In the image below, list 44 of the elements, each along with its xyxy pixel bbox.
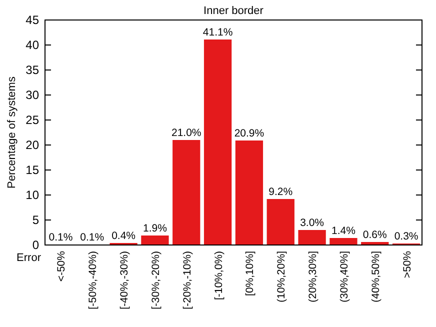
y-tick-label: 15 <box>26 163 40 178</box>
bar <box>172 140 200 245</box>
x-tick-label: (40%,50%] <box>370 250 382 302</box>
bar <box>330 238 358 245</box>
data-label: 21.0% <box>171 127 202 139</box>
data-label: 0.1% <box>48 232 73 244</box>
y-tick-label: 20 <box>26 138 40 152</box>
x-tick-label: >50% <box>401 251 414 278</box>
data-label: 1.4% <box>331 225 356 237</box>
x-tick-label: (10%,20%] <box>276 250 288 302</box>
data-label: 0.4% <box>112 230 136 242</box>
y-tick-label: 45 <box>26 13 40 28</box>
y-tick-label: 10 <box>26 188 40 202</box>
data-label: 20.9% <box>234 128 264 140</box>
x-tick-label: <-50% <box>56 251 68 282</box>
data-label: 1.9% <box>142 222 167 234</box>
bar <box>298 230 326 245</box>
chart-title: Inner border <box>204 5 264 17</box>
bar <box>266 199 294 245</box>
data-label: 3.0% <box>300 217 324 229</box>
data-label: 0.6% <box>362 229 387 241</box>
data-label: 41.1% <box>202 26 233 38</box>
x-tick-label: [0%,10%] <box>244 250 256 296</box>
x-tick-label: [-30%,-20%) <box>150 251 162 310</box>
data-label: 9.2% <box>268 186 293 198</box>
y-tick-label: 0 <box>32 238 40 252</box>
y-tick-label: 30 <box>26 88 40 102</box>
y-tick-label: 40 <box>26 38 40 52</box>
x-tick-label: [-10%,0%) <box>212 251 225 300</box>
x-axis-title: Error <box>16 252 42 264</box>
y-tick-label: 25 <box>26 113 40 128</box>
x-tick-label: (30%,40%] <box>338 250 350 302</box>
y-tick-label: 5 <box>32 213 40 228</box>
x-tick-label: [-20%,-10%) <box>181 251 194 310</box>
data-label: 0.3% <box>394 230 418 242</box>
x-tick-label: (20%,30%] <box>307 250 320 302</box>
data-label: 0.1% <box>80 232 104 244</box>
bar <box>141 236 169 245</box>
x-tick-label: [-40%,-30%) <box>118 251 131 310</box>
bar <box>204 40 232 245</box>
y-axis-title: Percentage of systems <box>6 76 18 188</box>
x-tick-label: [-50%,-40%) <box>87 251 100 310</box>
y-tick-label: 35 <box>26 63 40 78</box>
bar <box>235 140 264 245</box>
